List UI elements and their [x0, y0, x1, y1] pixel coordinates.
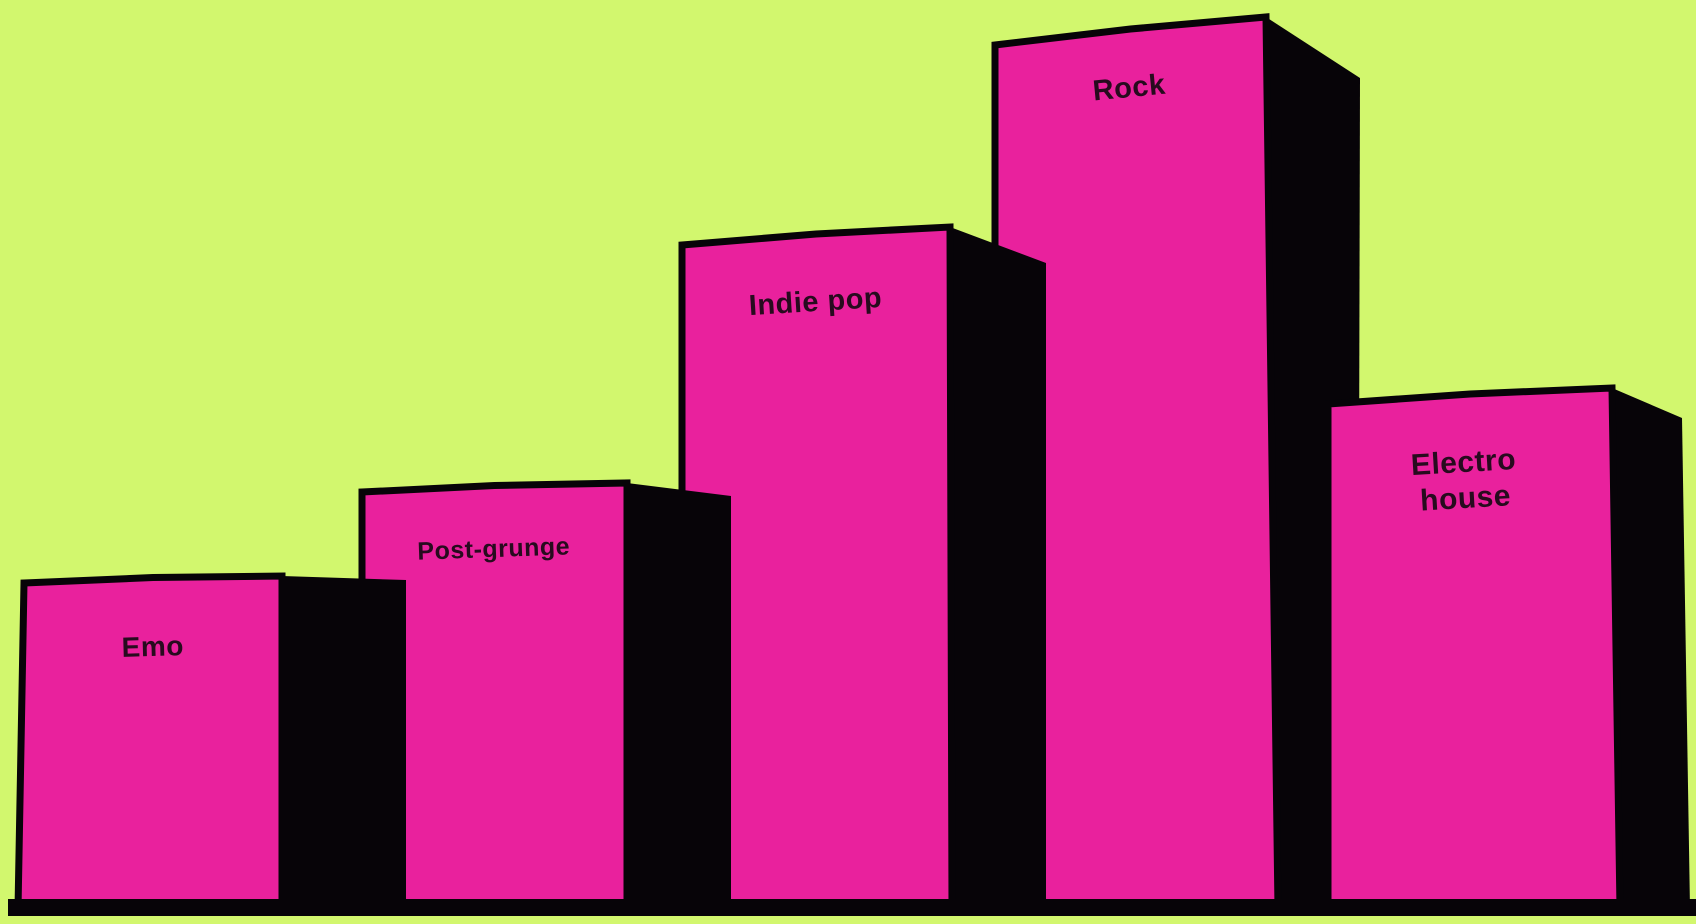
chart-baseline: [8, 899, 1696, 916]
bar-post-grunge: Post-grunge: [358, 479, 731, 913]
bar-emo: Emo: [14, 572, 406, 913]
bar-electro-house: Electrohouse: [1324, 384, 1690, 913]
bar-label: Post-grunge: [417, 532, 571, 565]
bar-label: Rock: [1091, 69, 1167, 108]
bar-side-shadow: [950, 227, 1046, 909]
bar-face: [14, 572, 286, 913]
bar-side-shadow: [1612, 388, 1690, 909]
bar-label: Emo: [121, 630, 184, 663]
bar-face: [1324, 384, 1624, 913]
bar-indie-pop: Indie pop: [678, 223, 1046, 913]
bar-side-shadow: [627, 483, 731, 909]
bar-label: Electrohouse: [1410, 443, 1519, 518]
bar-side-shadow: [282, 576, 406, 909]
bar-rock: Rock: [991, 13, 1360, 913]
